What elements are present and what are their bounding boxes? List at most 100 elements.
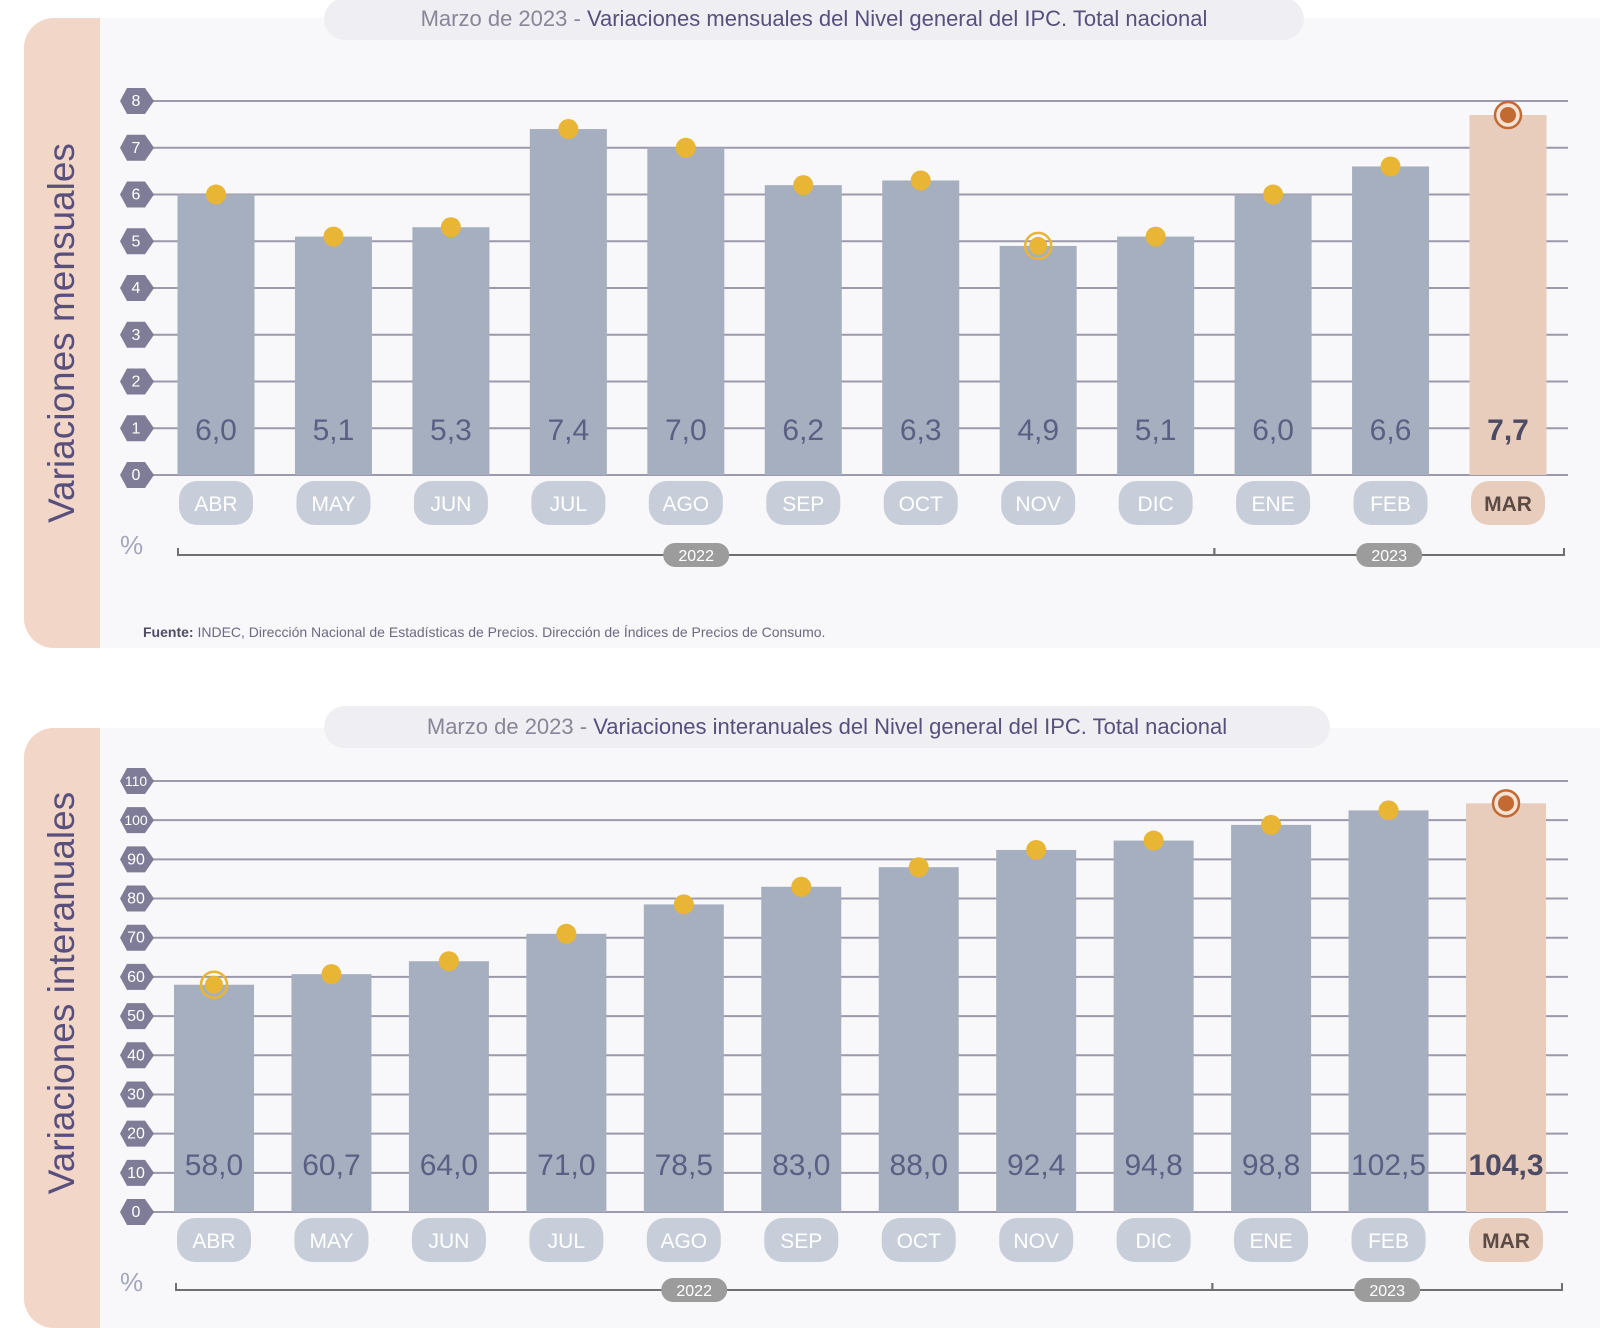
bar [291,974,372,1212]
month-pill [646,1218,721,1262]
bar [1231,824,1312,1212]
y-tick-label: 70 [127,930,145,947]
y-tick-label: 2 [132,374,141,391]
value-dot [1263,184,1284,205]
highlight-marker-core [1498,795,1514,812]
value-dot [206,184,226,205]
bar-value-label: 88,0 [890,1149,948,1182]
bar [1234,194,1312,475]
y-tick-label: 4 [132,280,141,297]
month-pill [1469,1218,1543,1262]
bar [529,129,607,476]
value-dot [556,923,577,944]
month-pill [648,481,723,525]
month-pill [766,481,841,525]
month-label: NOV [1015,493,1061,516]
y-tick-bubble [120,368,154,395]
bar [999,245,1077,475]
y-tick-label: 3 [132,327,141,344]
bar-value-label: 6,2 [782,414,824,447]
bar-value-label: 5,1 [1135,414,1177,447]
value-dot [1143,830,1164,851]
month-pill [1236,481,1311,525]
bar [1117,236,1195,475]
value-dot [793,175,814,196]
bar [412,227,490,475]
bar [408,961,489,1212]
source-label: Fuente: [143,624,194,640]
y-tick-label: 60 [127,969,145,986]
y-tick-bubble [120,88,154,114]
month-label: NOV [1013,1230,1059,1253]
bar [761,886,842,1212]
y-tick-bubble [120,462,154,488]
bar-value-label: 64,0 [420,1149,478,1182]
y-tick-bubble [120,1120,154,1147]
min-marker [1029,236,1048,255]
side-band: Variaciones interanuales [24,728,100,1328]
month-label: JUN [428,1230,469,1253]
chart-title: Marzo de 2023 - Variaciones mensuales de… [324,0,1304,40]
value-dot [1145,226,1166,247]
month-pill [881,1218,956,1262]
year-pill [663,543,730,567]
year-label: 2023 [1369,1283,1405,1300]
y-tick-label: 30 [127,1086,145,1103]
month-pill [1118,481,1193,525]
y-tick-label: 1 [132,420,141,437]
value-dot [1380,156,1401,177]
year-label: 2022 [676,1283,712,1300]
month-pill [411,1218,486,1262]
y-tick-label: 110 [125,773,148,789]
bar-value-label: 104,3 [1468,1149,1543,1182]
y-tick-label: 10 [127,1165,145,1182]
month-pill [177,1218,251,1262]
value-dot [791,876,812,897]
chart-title-separator: - [573,6,581,31]
value-dot [673,894,694,915]
bar-value-label: 6,6 [1370,414,1412,447]
bar [996,849,1077,1212]
bar-value-label: 60,7 [302,1149,360,1182]
month-label: ABR [194,493,237,516]
month-pill [529,1218,604,1262]
y-tick-label: 20 [127,1126,145,1143]
y-tick-bubble [120,134,154,161]
month-label: JUL [550,493,587,516]
y-tick-bubble [120,1159,154,1186]
bar-value-label: 4,9 [1017,414,1059,447]
source-text: INDEC, Dirección Nacional de Estadística… [197,624,826,640]
year-pill [1354,1278,1421,1302]
year-label: 2022 [678,548,714,565]
y-tick-label: 50 [127,1008,145,1025]
month-label: FEB [1368,1230,1409,1253]
bar-value-label: 78,5 [655,1149,713,1182]
bar [882,180,960,475]
chart-title: Marzo de 2023 - Variaciones interanuales… [324,706,1330,748]
value-dot [558,119,579,140]
y-tick-bubble [120,228,154,255]
bar-value-label: 7,0 [665,414,707,447]
chart-title-separator: - [579,714,588,739]
y-tick-bubble [120,1042,154,1069]
y-tick-bubble [120,846,154,873]
value-dot [1261,814,1282,835]
month-pill [764,1218,839,1262]
min-marker-ring [199,970,229,999]
y-tick-label: 7 [132,140,141,157]
month-pill [999,1218,1074,1262]
month-pill [531,481,606,525]
month-pill [1351,1218,1426,1262]
y-tick-bubble [120,415,154,442]
month-pill [1001,481,1076,525]
y-tick-label: 5 [132,233,141,250]
bar-value-label: 92,4 [1007,1149,1065,1182]
value-dot [910,170,931,191]
unit-label: % [120,530,143,560]
bar-value-label: 102,5 [1351,1149,1426,1182]
y-tick-bubble [120,963,154,990]
month-pill [883,481,958,525]
min-marker-ring [1023,231,1053,261]
bar-value-label: 71,0 [537,1149,595,1182]
